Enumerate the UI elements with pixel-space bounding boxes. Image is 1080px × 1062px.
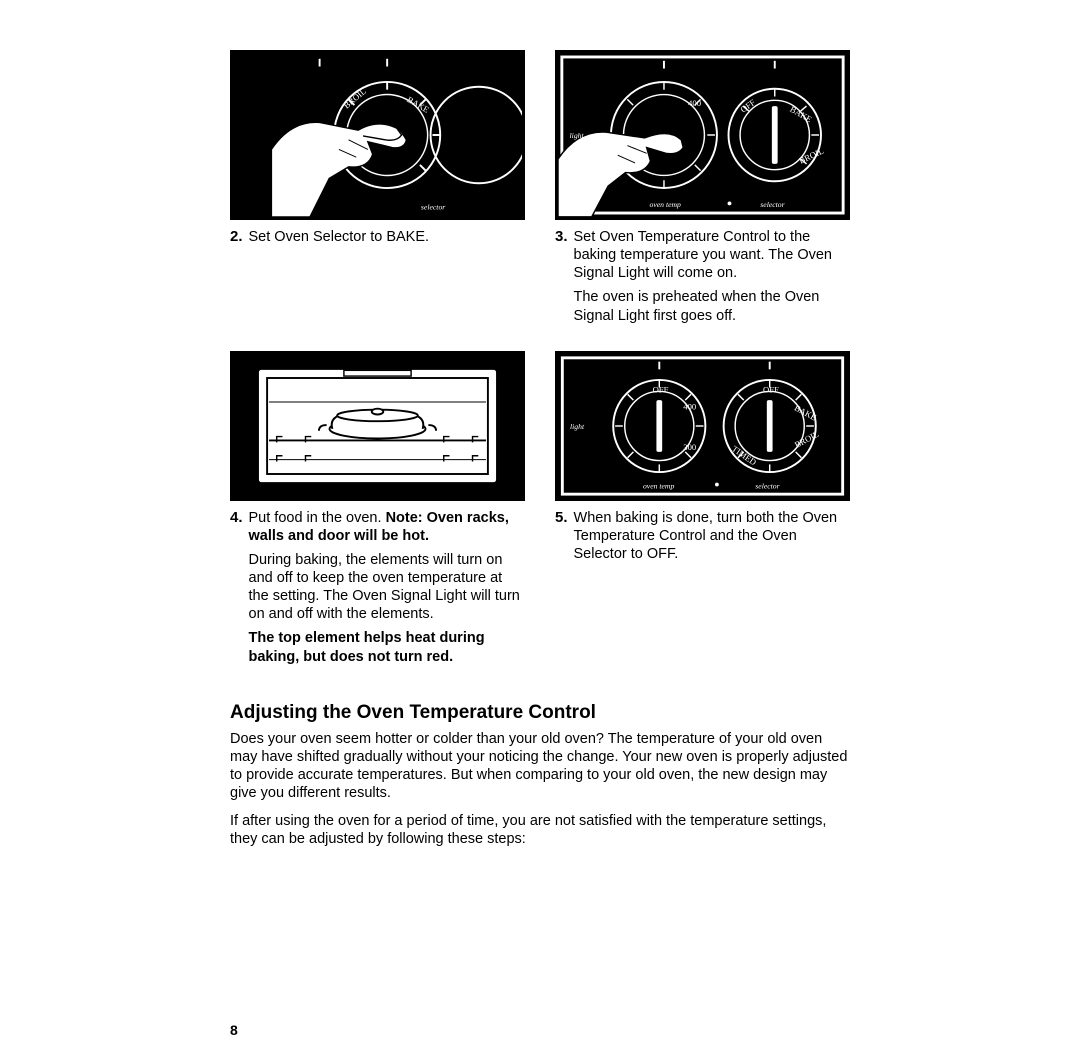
row-steps-4-5: 4. Put food in the oven. Note: Oven rack… xyxy=(230,351,850,672)
step-4-p1: Put food in the oven. Note: Oven racks, … xyxy=(249,509,525,545)
svg-text:oven temp: oven temp xyxy=(643,481,674,490)
illustration-oven-interior xyxy=(230,351,525,501)
illustration-temp-dial-hand: 400 BAKE BROIL OFF xyxy=(555,50,850,220)
section-p1: Does your oven seem hotter or colder tha… xyxy=(230,730,850,803)
manual-page: BAKE BROIL selector xyxy=(230,50,850,858)
step-5-num: 5. xyxy=(555,509,568,569)
step-5: OFF 400 300 xyxy=(555,351,850,672)
step-4: 4. Put food in the oven. Note: Oven rack… xyxy=(230,351,525,672)
page-number: 8 xyxy=(230,1022,238,1038)
step-3: 400 BAKE BROIL OFF xyxy=(555,50,850,331)
row-steps-2-3: BAKE BROIL selector xyxy=(230,50,850,331)
step-4-intro: Put food in the oven. xyxy=(249,510,386,526)
section-p2: If after using the oven for a period of … xyxy=(230,812,850,848)
svg-text:OFF: OFF xyxy=(763,384,779,394)
svg-text:light: light xyxy=(570,422,585,431)
step-4-text: 4. Put food in the oven. Note: Oven rack… xyxy=(230,509,525,672)
illustration-selector-dial-hand: BAKE BROIL selector xyxy=(230,50,525,220)
svg-text:oven temp: oven temp xyxy=(650,200,682,209)
svg-text:selector: selector xyxy=(760,200,785,209)
svg-text:300: 300 xyxy=(683,442,696,452)
step-3-p2: The oven is preheated when the Oven Sign… xyxy=(574,288,850,324)
step-3-text: 3. Set Oven Temperature Control to the b… xyxy=(555,228,850,331)
label-selector: selector xyxy=(421,202,446,211)
svg-text:400: 400 xyxy=(683,401,696,411)
step-4-p3: The top element helps heat during baking… xyxy=(249,629,525,665)
step-4-num: 4. xyxy=(230,509,243,672)
section-heading: Adjusting the Oven Temperature Control xyxy=(230,702,850,724)
svg-text:selector: selector xyxy=(755,481,780,490)
svg-text:light: light xyxy=(570,131,585,140)
step-2-num: 2. xyxy=(230,228,243,252)
step-4-p2: During baking, the elements will turn on… xyxy=(249,551,525,624)
step-2: BAKE BROIL selector xyxy=(230,50,525,331)
svg-text:400: 400 xyxy=(688,98,701,108)
step-2-text: 2. Set Oven Selector to BAKE. xyxy=(230,228,525,252)
step-2-body: Set Oven Selector to BAKE. xyxy=(249,228,525,246)
svg-text:OFF: OFF xyxy=(653,384,669,394)
step-3-num: 3. xyxy=(555,228,568,331)
step-5-body: When baking is done, turn both the Oven … xyxy=(574,509,850,563)
step-5-text: 5. When baking is done, turn both the Ov… xyxy=(555,509,850,569)
illustration-dials-off: OFF 400 300 xyxy=(555,351,850,501)
step-3-p1: Set Oven Temperature Control to the baki… xyxy=(574,228,850,282)
